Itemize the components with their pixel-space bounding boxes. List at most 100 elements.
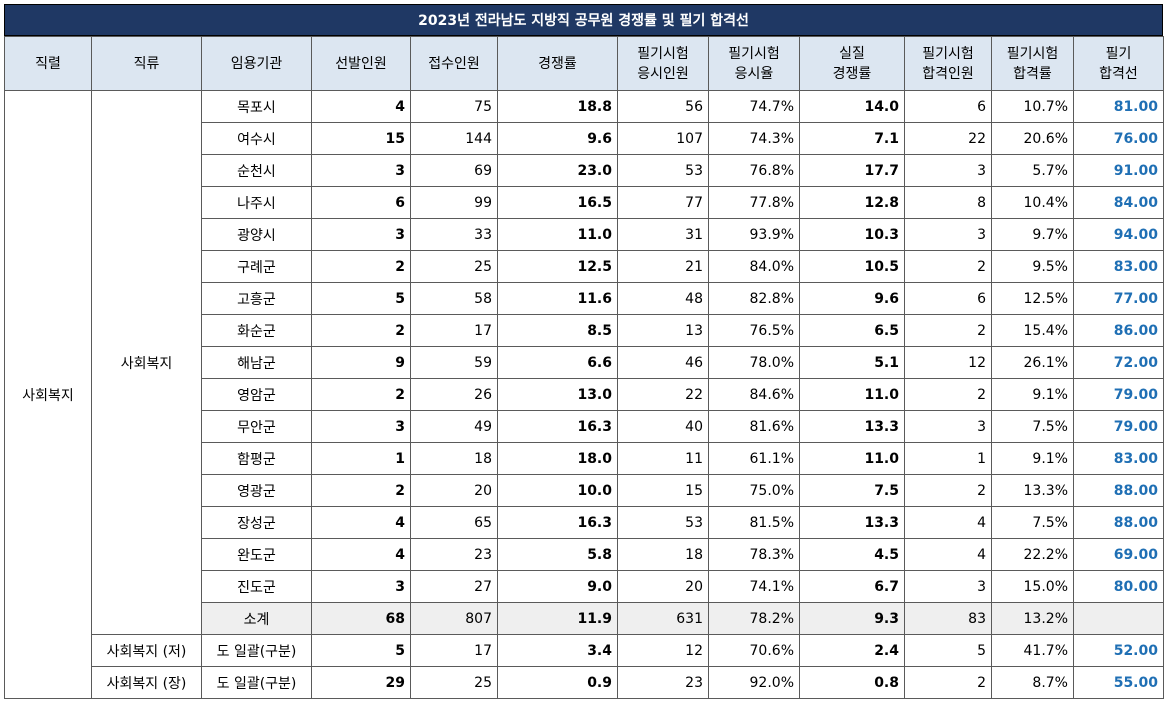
applied-cell: 23 [410,538,498,571]
took-cell: 20 [617,570,709,603]
selected-cell: 2 [311,378,411,411]
table-row: 해남군 9 59 6.6 46 78.0% 5.1 12 26.1% 72.00 [5,346,1164,379]
real-ratio-cell: 0.8 [799,666,905,699]
passed-cell: 5 [904,634,992,667]
header-series: 직렬 [4,36,92,91]
real-ratio-cell: 11.0 [799,442,905,475]
real-ratio-cell: 13.3 [799,506,905,539]
pass-rate-cell: 9.1% [991,442,1074,475]
took-cell: 56 [617,90,709,123]
cutoff-cell: 88.00 [1073,474,1164,507]
pass-rate-cell: 20.6% [991,122,1074,155]
selected-cell: 6 [311,186,411,219]
ratio-cell: 0.9 [497,666,618,699]
real-ratio-cell: 17.7 [799,154,905,187]
applied-cell: 27 [410,570,498,603]
agency-cell: 나주시 [201,186,312,219]
pass-rate-cell: 22.2% [991,538,1074,571]
passed-cell: 3 [904,218,992,251]
agency-cell: 목포시 [201,90,312,123]
category-cell: 사회복지 [91,90,202,635]
took-cell: 77 [617,186,709,219]
results-table: 직렬 직류 임용기관 선발인원 접수인원 경쟁률 필기시험 응시인원 필기시험 응시율 실질 경쟁률 필… [4,36,1164,699]
table-row: 사회복지 (장) 도 일괄(구분) 29 25 0.9 23 92.0% 0.8 2 8.7% 55… [5,666,1164,699]
subtotal-take-rate-cell: 78.2% [708,602,800,635]
take-rate-cell: 82.8% [708,282,800,315]
cutoff-cell: 83.00 [1073,250,1164,283]
applied-cell: 99 [410,186,498,219]
applied-cell: 58 [410,282,498,315]
real-ratio-cell: 11.0 [799,378,905,411]
header-passed: 필기시험 합격인원 [904,36,992,91]
take-rate-cell: 78.0% [708,346,800,379]
subtotal-ratio-cell: 11.9 [497,602,618,635]
agency-cell: 고흥군 [201,282,312,315]
cutoff-cell: 72.00 [1073,346,1164,379]
selected-cell: 5 [311,282,411,315]
passed-cell: 2 [904,314,992,347]
table-row: 완도군 4 23 5.8 18 78.3% 4.5 4 22.2% 69.00 [5,538,1164,571]
pass-rate-cell: 41.7% [991,634,1074,667]
passed-cell: 3 [904,154,992,187]
table-title: 2023년 전라남도 지방직 공무원 경쟁률 및 필기 합격선 [4,4,1163,36]
pass-rate-cell: 15.0% [991,570,1074,603]
ratio-cell: 23.0 [497,154,618,187]
agency-cell: 도 일괄(구분) [201,634,312,667]
subtotal-passed-cell: 83 [904,602,992,635]
agency-cell: 도 일괄(구분) [201,666,312,699]
selected-cell: 3 [311,218,411,251]
took-cell: 13 [617,314,709,347]
passed-cell: 8 [904,186,992,219]
agency-cell: 화순군 [201,314,312,347]
took-cell: 21 [617,250,709,283]
take-rate-cell: 76.8% [708,154,800,187]
agency-cell: 여수시 [201,122,312,155]
took-cell: 53 [617,154,709,187]
selected-cell: 4 [311,90,411,123]
subtotal-label: 소계 [201,602,312,635]
selected-cell: 2 [311,250,411,283]
took-cell: 11 [617,442,709,475]
took-cell: 46 [617,346,709,379]
ratio-cell: 10.0 [497,474,618,507]
subtotal-selected-cell: 68 [311,602,411,635]
cutoff-cell: 84.00 [1073,186,1164,219]
ratio-cell: 11.6 [497,282,618,315]
pass-rate-cell: 9.1% [991,378,1074,411]
category-cell: 사회복지 (장) [91,666,202,699]
pass-rate-cell: 8.7% [991,666,1074,699]
ratio-cell: 9.6 [497,122,618,155]
ratio-cell: 18.0 [497,442,618,475]
pass-rate-cell: 9.7% [991,218,1074,251]
applied-cell: 65 [410,506,498,539]
cutoff-cell: 86.00 [1073,314,1164,347]
real-ratio-cell: 10.3 [799,218,905,251]
subtotal-cutoff-cell [1073,602,1164,635]
category-cell: 사회복지 (저) [91,634,202,667]
passed-cell: 6 [904,90,992,123]
ratio-cell: 9.0 [497,570,618,603]
cutoff-cell: 88.00 [1073,506,1164,539]
applied-cell: 18 [410,442,498,475]
agency-cell: 해남군 [201,346,312,379]
header-cutoff: 필기 합격선 [1073,36,1164,91]
table-row: 사회복지 사회복지 목포시 4 75 18.8 56 74.7% 14.0 6 10.7% 81.00 [4,90,1164,699]
pass-rate-cell: 26.1% [991,346,1074,379]
applied-cell: 69 [410,154,498,187]
took-cell: 40 [617,410,709,443]
table-row: 사회복지 (저) 도 일괄(구분) 5 17 3.4 12 70.6% 2.4 5 41.7% 52… [5,634,1164,667]
table-row: 화순군 2 17 8.5 13 76.5% 6.5 2 15.4% 86.00 [5,314,1164,347]
ratio-cell: 13.0 [497,378,618,411]
took-cell: 18 [617,538,709,571]
pass-rate-cell: 13.3% [991,474,1074,507]
cutoff-cell: 76.00 [1073,122,1164,155]
took-cell: 107 [617,122,709,155]
selected-cell: 2 [311,474,411,507]
subtotal-real-ratio-cell: 9.3 [799,602,905,635]
agency-cell: 순천시 [201,154,312,187]
cutoff-cell: 79.00 [1073,410,1164,443]
table-row: 여수시 15 144 9.6 107 74.3% 7.1 22 20.6% 76.00 [5,122,1164,155]
applied-cell: 26 [410,378,498,411]
selected-cell: 3 [311,570,411,603]
cutoff-cell: 69.00 [1073,538,1164,571]
